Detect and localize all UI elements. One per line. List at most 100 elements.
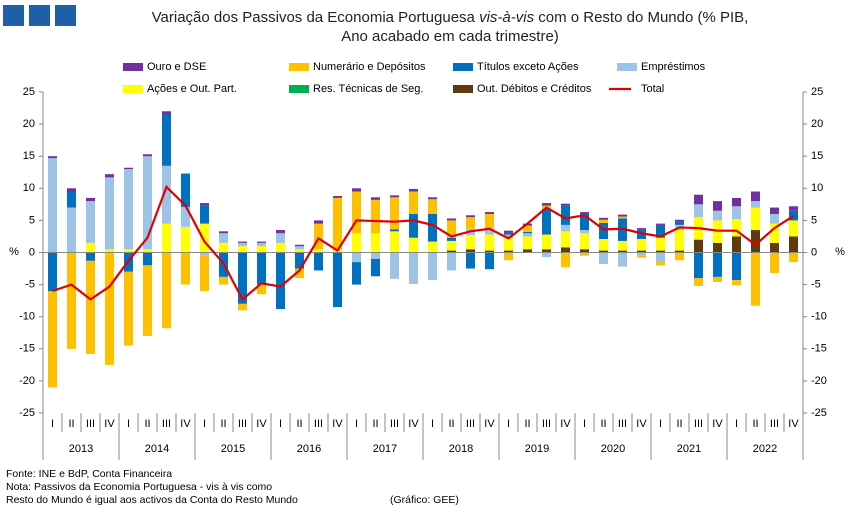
bar — [86, 197, 95, 202]
bar — [200, 252, 209, 256]
y-tick-label: 10 — [23, 182, 35, 194]
bar — [409, 188, 418, 192]
x-tick-label: IV — [712, 418, 723, 430]
bar — [352, 262, 361, 285]
bar — [618, 214, 627, 217]
bar — [124, 169, 133, 250]
legend-label: Total — [641, 83, 664, 95]
legend-swatch — [123, 63, 143, 71]
bar — [618, 216, 627, 219]
y-tick-label: -15 — [19, 343, 35, 355]
bar — [713, 210, 722, 221]
title-part: com o Resto do Mundo (% PIB, — [534, 9, 748, 26]
bar — [732, 206, 741, 220]
bar — [67, 252, 76, 349]
logo-square — [3, 5, 24, 26]
title-part: Variação dos Passivos da Economia Portug… — [152, 9, 479, 26]
y-tick-label: -5 — [811, 279, 821, 291]
y-axis-label: % — [9, 246, 19, 258]
bar — [732, 219, 741, 237]
note: Resto do Mundo é igual aos activos da Co… — [6, 494, 298, 506]
y-tick-label: -25 — [19, 407, 35, 419]
bar — [770, 207, 779, 214]
bar — [48, 158, 57, 253]
bar — [390, 231, 399, 253]
x-tick-label: I — [355, 418, 358, 430]
bar — [637, 228, 646, 230]
bar — [599, 219, 608, 223]
x-tick-label: III — [86, 418, 95, 430]
bar — [409, 237, 418, 253]
bar — [675, 219, 684, 222]
bar — [732, 197, 741, 207]
bar — [162, 252, 171, 329]
bar — [618, 250, 627, 253]
bar — [599, 252, 608, 265]
bar — [162, 223, 171, 253]
bar — [580, 213, 589, 231]
bar — [637, 250, 646, 253]
bar — [732, 236, 741, 253]
bar — [599, 250, 608, 253]
bar — [466, 215, 475, 218]
bar — [447, 220, 456, 238]
legend-swatch — [617, 63, 637, 71]
bar — [314, 223, 323, 250]
y-tick-label: 0 — [29, 246, 35, 258]
x-tick-label: II — [448, 418, 454, 430]
bar — [713, 276, 722, 283]
bar — [409, 252, 418, 284]
bar — [314, 220, 323, 224]
y-tick-label: 10 — [811, 182, 823, 194]
bar — [390, 229, 399, 232]
x-tick-label: I — [735, 418, 738, 430]
y-tick-label: 0 — [811, 246, 817, 258]
x-tick-label: II — [600, 418, 606, 430]
bar — [580, 252, 589, 256]
bar — [466, 217, 475, 229]
bar — [276, 242, 285, 253]
bar — [314, 249, 323, 253]
chart-title: Ano acabado em cada trimestre) — [341, 28, 559, 45]
bar — [561, 247, 570, 253]
year-label: 2016 — [297, 443, 321, 455]
bar — [618, 240, 627, 251]
bar — [447, 237, 456, 241]
bar — [390, 195, 399, 198]
x-tick-label: I — [279, 418, 282, 430]
bar — [162, 165, 171, 224]
x-tick-label: III — [238, 418, 247, 430]
x-tick-label: I — [659, 418, 662, 430]
bar — [162, 111, 171, 115]
bar — [200, 223, 209, 253]
bar — [523, 233, 532, 237]
x-tick-label: IV — [636, 418, 647, 430]
bar — [447, 240, 456, 251]
bar — [257, 284, 266, 295]
bar — [561, 252, 570, 268]
bar — [504, 250, 513, 253]
legend-swatch — [453, 85, 473, 93]
bar — [428, 199, 437, 214]
bar — [124, 271, 133, 346]
bar — [219, 231, 228, 234]
bar — [466, 249, 475, 253]
bar — [542, 208, 551, 235]
bar — [732, 280, 741, 286]
bar — [238, 303, 247, 311]
bar — [675, 230, 684, 251]
x-tick-label: IV — [560, 418, 571, 430]
x-tick-label: III — [390, 418, 399, 430]
x-tick-label: II — [220, 418, 226, 430]
y-tick-label: 5 — [811, 214, 817, 226]
bar — [105, 177, 114, 250]
bar — [789, 210, 798, 221]
bar — [181, 173, 190, 207]
bar — [295, 268, 304, 279]
note: Nota: Passivos da Economia Portuguesa - … — [6, 481, 272, 493]
bar — [770, 242, 779, 253]
x-tick-label: I — [507, 418, 510, 430]
bar — [200, 205, 209, 224]
year-label: 2018 — [449, 443, 473, 455]
y-tick-label: 15 — [23, 150, 35, 162]
